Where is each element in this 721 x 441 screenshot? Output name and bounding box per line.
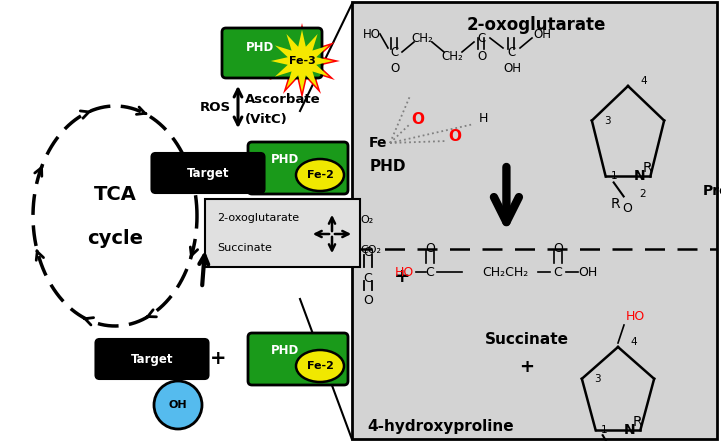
- Text: PHD: PHD: [246, 41, 274, 53]
- Text: C: C: [478, 31, 486, 45]
- Text: C: C: [508, 45, 516, 59]
- Text: PHD: PHD: [271, 344, 299, 356]
- Text: OH: OH: [503, 61, 521, 75]
- Text: Succinate: Succinate: [485, 332, 568, 347]
- Text: TCA: TCA: [94, 184, 136, 203]
- Text: (VitC): (VitC): [245, 112, 288, 126]
- Text: 1: 1: [601, 425, 607, 435]
- Text: Succinate: Succinate: [217, 243, 272, 253]
- FancyBboxPatch shape: [151, 153, 265, 193]
- Text: C: C: [391, 45, 399, 59]
- Text: N: N: [634, 169, 645, 183]
- Text: PHD: PHD: [370, 158, 407, 173]
- Text: C: C: [554, 265, 562, 279]
- Text: O: O: [623, 202, 632, 215]
- Circle shape: [154, 381, 202, 429]
- Text: N: N: [624, 423, 635, 437]
- Text: Fe-2: Fe-2: [306, 361, 333, 371]
- Text: CH₂: CH₂: [441, 49, 463, 63]
- Text: 3: 3: [604, 116, 611, 126]
- Polygon shape: [271, 30, 333, 92]
- Text: +: +: [210, 350, 226, 369]
- Text: 2-oxoglutarate: 2-oxoglutarate: [217, 213, 299, 223]
- Text: 4: 4: [630, 337, 637, 347]
- Text: Target: Target: [187, 167, 229, 179]
- Text: O: O: [448, 128, 461, 143]
- Ellipse shape: [296, 159, 344, 191]
- FancyBboxPatch shape: [248, 333, 348, 385]
- Text: OH: OH: [578, 265, 598, 279]
- Polygon shape: [264, 23, 340, 99]
- Text: O: O: [477, 49, 487, 63]
- Text: Fe: Fe: [368, 136, 387, 150]
- Text: O: O: [390, 61, 399, 75]
- FancyBboxPatch shape: [248, 142, 348, 194]
- Text: Ascorbate: Ascorbate: [245, 93, 321, 105]
- Text: 2-oxoglutarate: 2-oxoglutarate: [466, 16, 606, 34]
- Text: O: O: [412, 112, 425, 127]
- Text: O: O: [363, 247, 373, 259]
- FancyBboxPatch shape: [205, 199, 360, 267]
- Text: O: O: [553, 243, 563, 255]
- FancyBboxPatch shape: [352, 2, 717, 439]
- Text: CH₂: CH₂: [411, 31, 433, 45]
- Text: +: +: [394, 268, 410, 287]
- Text: O: O: [425, 243, 435, 255]
- Text: PHD: PHD: [271, 153, 299, 165]
- Text: O₂: O₂: [360, 215, 373, 225]
- Text: 4-hydroxyproline: 4-hydroxyproline: [367, 419, 513, 434]
- Text: R: R: [633, 415, 642, 429]
- Ellipse shape: [296, 350, 344, 382]
- Text: OH: OH: [169, 400, 187, 410]
- Text: R: R: [643, 161, 653, 176]
- Text: CH₂CH₂: CH₂CH₂: [482, 265, 528, 279]
- FancyBboxPatch shape: [222, 28, 322, 78]
- Text: HO: HO: [626, 310, 645, 324]
- FancyBboxPatch shape: [95, 339, 208, 379]
- Text: ROS: ROS: [200, 101, 231, 113]
- Text: cycle: cycle: [87, 228, 143, 247]
- Text: 1: 1: [611, 172, 617, 181]
- Text: Fe-3: Fe-3: [288, 56, 315, 66]
- Text: H: H: [478, 112, 487, 124]
- Text: 2: 2: [639, 190, 645, 199]
- Text: +: +: [519, 358, 534, 376]
- Text: C: C: [363, 272, 372, 284]
- Text: OH: OH: [533, 27, 551, 41]
- Text: HO: HO: [363, 27, 381, 41]
- Text: Proline: Proline: [703, 184, 721, 198]
- Text: Target: Target: [131, 352, 173, 366]
- Text: HO: HO: [394, 265, 414, 279]
- Text: C: C: [425, 265, 434, 279]
- Text: 3: 3: [594, 374, 601, 384]
- Text: Fe-2: Fe-2: [306, 170, 333, 180]
- Text: R: R: [611, 198, 620, 211]
- Text: CO₂: CO₂: [360, 245, 381, 255]
- Text: O: O: [363, 295, 373, 307]
- Text: 4: 4: [640, 76, 647, 86]
